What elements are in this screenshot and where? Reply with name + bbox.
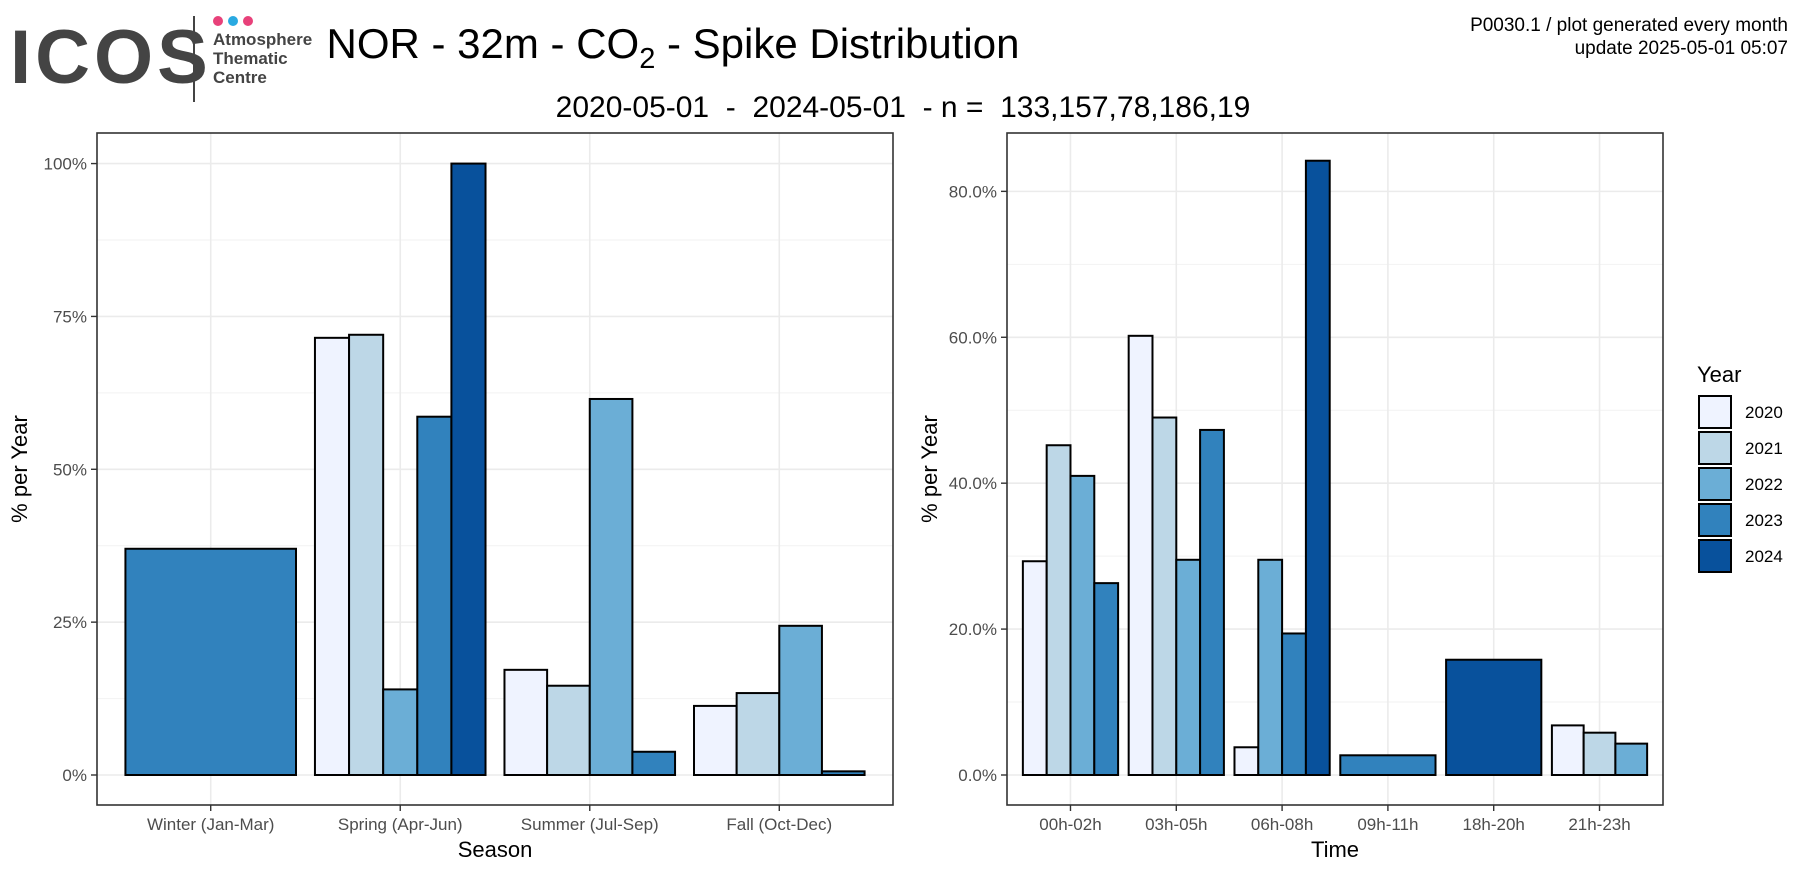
bar-2023 xyxy=(1339,754,1437,776)
legend-label-2020: 2020 xyxy=(1745,403,1783,422)
bar-2024 xyxy=(1304,159,1331,777)
y-tick-label: 50% xyxy=(53,460,87,479)
logo-wordmark: ICOS xyxy=(10,15,212,100)
chart-title: NOR - 32m - CO2 - Spike Distribution xyxy=(327,20,1020,75)
panel-border xyxy=(1006,132,1664,806)
bar-2023 xyxy=(820,770,866,776)
bar-2020 xyxy=(313,336,351,776)
y-tick-label: 80.0% xyxy=(949,182,997,201)
bar-2021 xyxy=(735,692,781,776)
y-tick-label: 0.0% xyxy=(958,766,997,785)
y-axis-title: % per Year xyxy=(7,415,32,523)
bar-2021 xyxy=(1045,444,1072,776)
bar-2020 xyxy=(1550,724,1585,777)
bar-2022 xyxy=(778,624,823,776)
x-tick-label: 09h-11h xyxy=(1357,815,1418,834)
bar-2020 xyxy=(503,668,549,776)
x-tick-label: 18h-20h xyxy=(1463,815,1525,834)
bar-2020 xyxy=(1127,334,1154,776)
legend-swatch-2021 xyxy=(1698,431,1732,465)
y-tick-label: 0% xyxy=(62,766,87,785)
legend-label-2024: 2024 xyxy=(1745,547,1783,566)
bar-2021 xyxy=(1582,731,1617,776)
y-tick-label: 100% xyxy=(44,155,87,174)
x-tick-label: Winter (Jan-Mar) xyxy=(147,815,275,834)
bar-2020 xyxy=(693,704,738,776)
chart-panel-2: 0.0% 20.0% 40.0% 60.0% 80.0% 00h-02h 03h-05h 06… xyxy=(917,132,1664,862)
legend-label-2022: 2022 xyxy=(1745,475,1783,494)
logo-dot-1 xyxy=(213,16,223,26)
logo-separator xyxy=(193,16,195,102)
bar-2023 xyxy=(124,547,297,776)
bar-2023 xyxy=(1093,582,1120,776)
legend-title: Year xyxy=(1697,362,1741,387)
legend-swatch-2022 xyxy=(1698,467,1732,501)
plot-info: P0030.1 / plot generated every month upd… xyxy=(1470,14,1788,60)
bar-2022 xyxy=(1069,474,1096,776)
logo-line-3: Centre xyxy=(213,68,267,87)
y-tick-label: 40.0% xyxy=(949,474,997,493)
logo-line-2: Thematic xyxy=(213,49,288,68)
chart-subtitle: 2020-05-01 - 2024-05-01 - n = 133,157,78… xyxy=(556,91,1251,124)
y-tick-label: 20.0% xyxy=(949,620,997,639)
y-tick-label: 60.0% xyxy=(949,328,997,347)
y-axis-title: % per Year xyxy=(917,415,942,523)
x-tick-label: 06h-08h xyxy=(1251,815,1313,834)
bar-2023 xyxy=(1281,632,1307,777)
update-timestamp: update 2025-05-01 05:07 xyxy=(1574,38,1788,59)
bar-2021 xyxy=(348,333,385,776)
panel-border xyxy=(96,132,894,806)
bar-2020 xyxy=(1233,746,1260,777)
legend-label-2021: 2021 xyxy=(1745,439,1783,458)
bar-2020 xyxy=(1021,560,1048,776)
bar-2021 xyxy=(1151,416,1178,776)
y-tick-label: 25% xyxy=(53,613,87,632)
plot-id: P0030.1 / plot generated every month xyxy=(1470,15,1788,36)
bar-2024 xyxy=(1445,658,1543,776)
bar-2022 xyxy=(1175,558,1202,777)
title-subscript: 2 xyxy=(639,43,655,75)
title-prefix: NOR - 32m - CO xyxy=(327,20,640,67)
bar-2021 xyxy=(546,684,591,777)
bar-2023 xyxy=(416,415,453,776)
x-tick-label: 00h-02h xyxy=(1039,815,1101,834)
bar-2022 xyxy=(1614,742,1649,776)
legend-swatch-2024 xyxy=(1698,539,1732,573)
x-tick-label: 21h-23h xyxy=(1568,815,1630,834)
legend-swatch-2020 xyxy=(1698,395,1732,429)
legend-swatch-2023 xyxy=(1698,503,1732,537)
logo-line-1: Atmosphere xyxy=(213,30,313,49)
x-tick-label: 03h-05h xyxy=(1145,815,1207,834)
x-tick-label: Fall (Oct-Dec) xyxy=(726,815,832,834)
x-axis-title: Time xyxy=(1311,837,1359,862)
x-axis-title: Season xyxy=(458,837,533,862)
x-tick-label: Spring (Apr-Jun) xyxy=(338,815,463,834)
bar-2022 xyxy=(382,688,419,777)
bar-2022 xyxy=(588,397,634,776)
bar-2023 xyxy=(631,750,677,776)
logo-dot-2 xyxy=(228,16,238,26)
bar-2022 xyxy=(1257,558,1284,777)
chart-panel-1: 0% 25% 50% 75% 100% Winter (Jan-Mar) Spring (A… xyxy=(7,132,894,862)
y-tick-label: 75% xyxy=(53,307,87,326)
bar-2023 xyxy=(1199,428,1225,776)
legend-label-2023: 2023 xyxy=(1745,511,1783,530)
icos-logo: ICOS Atmosphere Thematic Centre xyxy=(10,14,320,104)
logo-dot-3 xyxy=(243,16,253,26)
title-suffix: - Spike Distribution xyxy=(655,20,1019,67)
x-tick-label: Summer (Jul-Sep) xyxy=(521,815,659,834)
bar-2024 xyxy=(450,162,487,777)
